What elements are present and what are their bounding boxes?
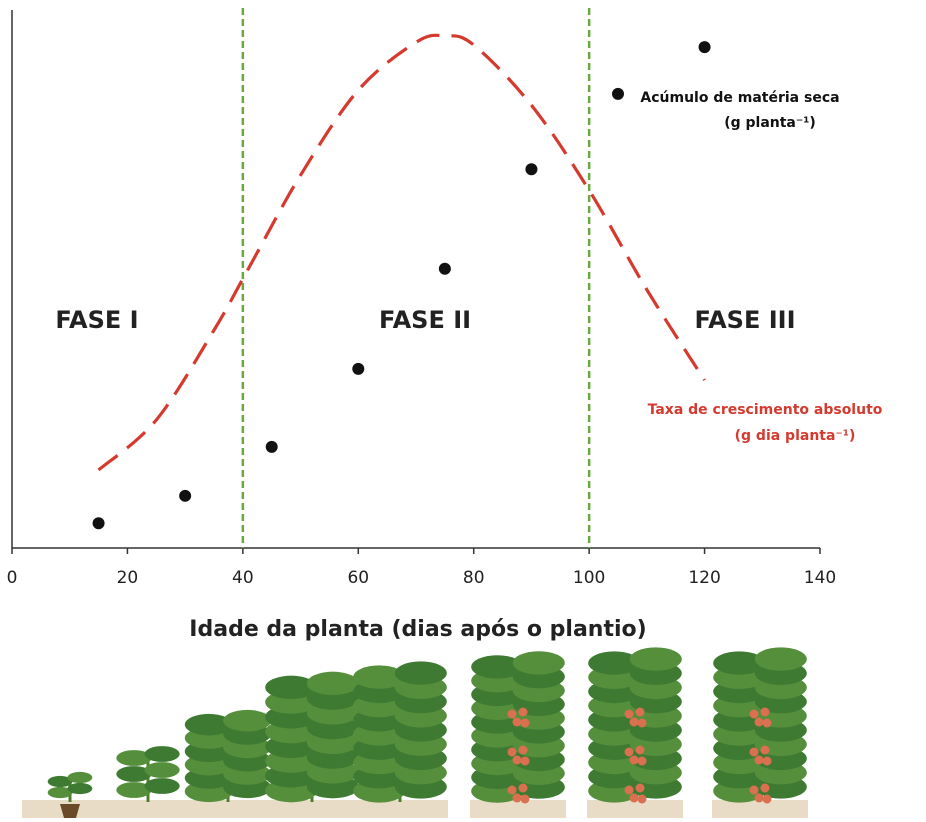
leaf xyxy=(513,651,565,674)
fruit xyxy=(750,710,759,719)
x-tick-label: 140 xyxy=(804,568,836,588)
fruit xyxy=(625,786,634,795)
fruit xyxy=(636,746,645,755)
fruit xyxy=(638,795,647,804)
fruit xyxy=(755,756,764,765)
legend-unit: (g dia planta⁻¹) xyxy=(735,428,856,444)
fruit xyxy=(625,748,634,757)
leaf xyxy=(395,661,447,684)
leaf xyxy=(144,762,179,778)
phase-label: FASE II xyxy=(379,306,471,334)
fruit xyxy=(519,746,528,755)
legend-label: Taxa de crescimento absoluto xyxy=(648,402,883,418)
fruit xyxy=(513,718,522,727)
fruit xyxy=(763,757,772,766)
legend-label: Acúmulo de matéria seca xyxy=(640,90,839,106)
plant-illustrations xyxy=(22,647,808,818)
fruit xyxy=(755,794,764,803)
fruit xyxy=(755,718,764,727)
fruit xyxy=(521,757,530,766)
x-tick-label: 120 xyxy=(688,568,720,588)
leaf xyxy=(144,746,179,762)
leaf xyxy=(68,772,93,783)
fruit xyxy=(763,795,772,804)
x-tick-label: 0 xyxy=(7,568,18,588)
x-tick-label: 40 xyxy=(232,568,254,588)
fruit xyxy=(761,784,770,793)
fruit xyxy=(521,719,530,728)
fruit xyxy=(521,795,530,804)
fruit xyxy=(638,757,647,766)
legend-unit: (g planta⁻¹) xyxy=(724,115,816,131)
fruit xyxy=(519,708,528,717)
fruit xyxy=(761,708,770,717)
fruit xyxy=(625,710,634,719)
fruit xyxy=(750,786,759,795)
fruit xyxy=(750,748,759,757)
ground xyxy=(264,800,360,818)
fruit xyxy=(636,784,645,793)
leaf xyxy=(307,672,359,695)
data-point xyxy=(439,263,451,275)
data-point xyxy=(179,490,191,502)
leaf xyxy=(755,647,807,670)
data-point xyxy=(699,41,711,53)
fruit xyxy=(508,786,517,795)
x-tick-label: 60 xyxy=(347,568,369,588)
leaf xyxy=(68,783,93,794)
fruit xyxy=(636,708,645,717)
x-tick-label: 20 xyxy=(117,568,139,588)
x-tick-label: 80 xyxy=(463,568,485,588)
ground xyxy=(352,800,448,818)
ground xyxy=(470,800,566,818)
ground xyxy=(587,800,683,818)
ground xyxy=(712,800,808,818)
data-line xyxy=(99,35,705,470)
leaf xyxy=(144,778,179,794)
fruit xyxy=(519,784,528,793)
fruit xyxy=(761,746,770,755)
data-point xyxy=(266,441,278,453)
phase-label: FASE III xyxy=(694,306,795,334)
fruit xyxy=(513,794,522,803)
fruit xyxy=(630,718,639,727)
data-point xyxy=(352,363,364,375)
fruit xyxy=(513,756,522,765)
fruit xyxy=(763,719,772,728)
ground xyxy=(180,800,276,818)
data-point xyxy=(525,163,537,175)
fruit xyxy=(508,748,517,757)
fruit xyxy=(630,794,639,803)
phase-label: FASE I xyxy=(55,306,138,334)
leaf xyxy=(223,710,271,732)
fruit xyxy=(638,719,647,728)
fruit xyxy=(630,756,639,765)
x-tick-label: 100 xyxy=(573,568,605,588)
x-axis-title: Idade da planta (dias após o plantio) xyxy=(189,617,646,642)
fruit xyxy=(508,710,517,719)
data-point xyxy=(612,88,624,100)
data-point xyxy=(93,517,105,529)
chart: FASE I FASE II FASE III Acúmulo de matér… xyxy=(0,0,926,822)
leaf xyxy=(630,647,682,670)
